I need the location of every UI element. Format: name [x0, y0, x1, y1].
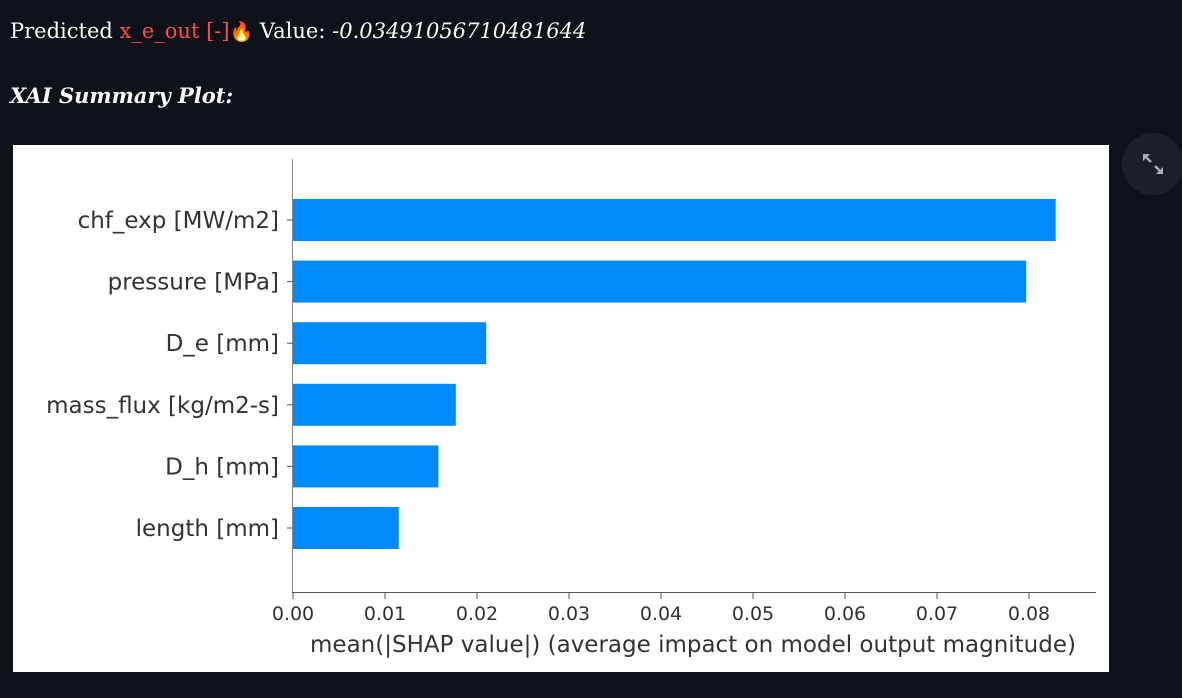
x-tick-label: 0.00: [272, 603, 314, 625]
category-label: D_e [mm]: [166, 331, 279, 357]
expand-arrows-icon: [1143, 154, 1163, 174]
x-tick-label: 0.04: [640, 603, 682, 625]
prediction-variable: x_e_out [-]: [119, 19, 230, 43]
bar: [293, 199, 1056, 241]
category-label: length [mm]: [136, 516, 279, 542]
bars-group: [293, 199, 1056, 549]
bar: [293, 383, 456, 426]
x-tick-label: 0.01: [364, 603, 406, 625]
x-axis-label: mean(|SHAP value|) (average impact on mo…: [310, 632, 1076, 658]
prediction-line: Predicted x_e_out [-]🔥 Value: -0.0349105…: [10, 16, 586, 47]
category-label: mass_flux [kg/m2-s]: [46, 393, 279, 419]
bar: [293, 322, 487, 365]
fullscreen-button[interactable]: [1122, 133, 1182, 195]
category-label: pressure [MPa]: [108, 270, 279, 296]
bar: [293, 445, 439, 488]
prediction-prefix: Predicted: [10, 19, 113, 43]
category-labels-group: chf_exp [MW/m2] pressure [MPa] D_e [mm] mas…: [46, 208, 293, 542]
x-tick-label: 0.05: [732, 603, 774, 625]
shap-bar-chart: chf_exp [MW/m2] pressure [MPa] D_e [mm] mas…: [46, 159, 1096, 658]
xai-section-title: XAI Summary Plot:: [10, 83, 234, 108]
x-tick-label: 0.07: [916, 603, 958, 625]
x-tick-label: 0.03: [548, 603, 590, 625]
prediction-value: -0.03491056710481644: [332, 19, 587, 43]
bar: [293, 260, 1027, 303]
x-ticks-group: 0.00 0.01 0.02 0.03 0.04 0.05 0.06 0.07 0.08: [272, 592, 1050, 625]
x-tick-label: 0.08: [1008, 603, 1050, 625]
bar: [293, 507, 399, 549]
category-label: chf_exp [MW/m2]: [78, 208, 279, 234]
shap-summary-plot: chf_exp [MW/m2] pressure [MPa] D_e [mm] mas…: [13, 145, 1109, 672]
fire-emoji-icon: 🔥: [229, 21, 254, 43]
prediction-value-label: Value:: [259, 19, 326, 43]
x-tick-label: 0.02: [456, 603, 498, 625]
x-tick-label: 0.06: [824, 603, 866, 625]
category-label: D_h [mm]: [165, 454, 279, 480]
